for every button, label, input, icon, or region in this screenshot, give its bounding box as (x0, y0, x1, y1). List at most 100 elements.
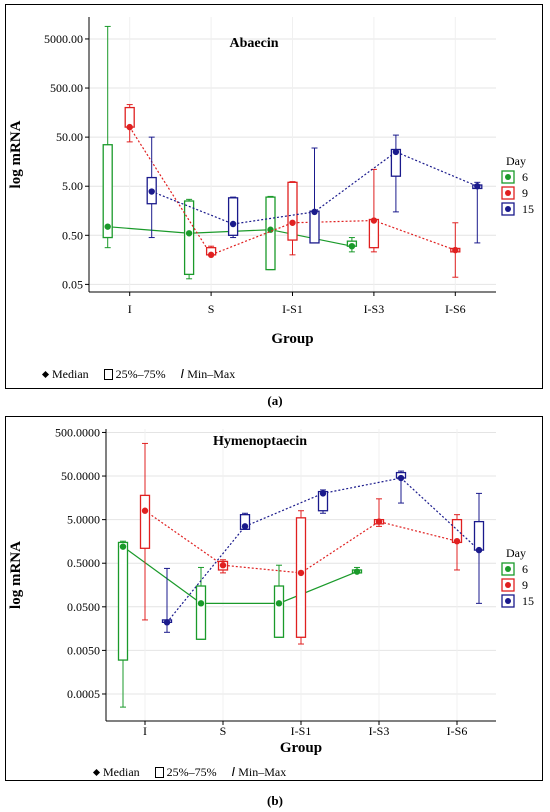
legend-median-label: Median (103, 765, 140, 779)
x-tick-label: I (128, 302, 132, 316)
legend-swatch-dot (505, 566, 511, 572)
box-day-6 (183, 200, 195, 276)
median-point-day-9 (452, 246, 459, 254)
x-tick-label: I-S6 (445, 302, 466, 316)
median-point-day-6 (119, 543, 127, 550)
box-day-6 (102, 144, 113, 239)
median-symbol-icon (41, 370, 50, 379)
median-point-day-6 (353, 568, 361, 575)
y-tick-label: 5000.00 (44, 32, 83, 46)
median-point-day-6 (104, 223, 111, 230)
median-point-day-9 (289, 219, 296, 226)
chart-hymenoptaecin: 0.0005 0.0050 0.0500 0.5000 5.0000 50.0000 500… (8, 425, 534, 756)
legend-swatch-dot (505, 174, 511, 180)
x-tick-label: I-S6 (447, 724, 468, 738)
legend-swatch-dot (505, 582, 511, 588)
y-tick-label: 500.00 (50, 81, 83, 95)
footer-legend-b: Median 25%–75% I Min–Max (92, 765, 298, 780)
median-point-day-9 (141, 507, 149, 514)
median-point-day-6 (185, 230, 193, 237)
y-tick-label: 5.0000 (67, 513, 100, 527)
legend-label-day-9: 9 (522, 186, 528, 200)
median-point-day-15 (475, 546, 483, 554)
y-tick-label: 500.0000 (55, 425, 100, 439)
box-day-15 (473, 520, 485, 551)
median-point-day-9 (219, 562, 227, 569)
x-tick-label: S (220, 724, 227, 738)
median-point-day-15 (319, 490, 327, 497)
footer-legend: Median 25%–75% I Min–Max (41, 367, 247, 382)
whisker-symbol-icon: I (231, 765, 236, 779)
y-tick-label: 0.0500 (67, 600, 100, 614)
chart-abaecin: 0.05 0.50 5.00 50.00 500.00 5000.00 I S I-S1 I-S3… (8, 17, 534, 347)
caption-b: (b) (267, 793, 283, 808)
y-tick-label: 0.0050 (67, 643, 100, 657)
y-axis-label: log mRNA (8, 541, 24, 609)
box-symbol-icon (103, 369, 113, 380)
legend-swatch-dot (505, 190, 511, 196)
chart-panel-abaecin: 0.05 0.50 5.00 50.00 500.00 5000.00 I S I-S1 I-S3… (5, 4, 543, 389)
y-tick-label: 0.0005 (67, 687, 100, 701)
box-day-9 (287, 181, 298, 241)
median-point-day-15 (392, 148, 400, 156)
median-point-day-9 (207, 251, 215, 259)
legend-median-label: Median (52, 367, 89, 381)
legend-title: Day (506, 546, 526, 560)
median-point-day-15 (474, 183, 481, 190)
y-tick-label: 0.05 (62, 277, 83, 291)
legend-whisker-label: Min–Max (187, 367, 236, 381)
box-day-15 (227, 197, 239, 236)
box-day-6 (117, 541, 129, 661)
median-point-day-15 (163, 619, 171, 626)
median-point-day-15 (311, 208, 318, 216)
x-tick-label: I-S1 (282, 302, 303, 316)
median-point-day-9 (126, 123, 133, 131)
chart-panel-hymenoptaecin: 0.0005 0.0050 0.0500 0.5000 5.0000 50.0000 500… (5, 416, 543, 781)
y-tick-label: 50.0000 (61, 469, 100, 483)
legend-swatch-dot (505, 598, 511, 604)
legend-title: Day (506, 154, 526, 168)
legend-box-label: 25%–75% (166, 765, 217, 779)
x-tick-label: I-S3 (369, 724, 390, 738)
box-day-15 (309, 210, 320, 244)
median-point-day-15 (148, 188, 155, 195)
median-point-day-6 (275, 600, 283, 607)
chart-title: Abaecin (230, 36, 279, 51)
whisker-symbol-icon: I (180, 367, 185, 381)
y-tick-label: 50.00 (56, 130, 83, 144)
box-day-9 (139, 494, 151, 549)
legend-label-day-6: 6 (522, 170, 528, 184)
legend-whisker-label: Min–Max (238, 765, 287, 779)
median-point-day-9 (375, 518, 383, 525)
median-point-day-15 (397, 474, 405, 482)
median-point-day-9 (297, 569, 305, 577)
y-tick-label: 0.5000 (67, 556, 100, 570)
legend-label-day-15: 15 (522, 594, 534, 608)
box-day-6 (265, 196, 276, 271)
median-symbol-icon (92, 768, 101, 777)
box-day-6 (195, 585, 207, 640)
median-point-day-6 (197, 600, 205, 607)
median-point-day-9 (453, 537, 461, 545)
x-tick-label: I (143, 724, 147, 738)
legend-box-label: 25%–75% (115, 367, 166, 381)
caption-a: (a) (267, 393, 283, 408)
chart-title: Hymenoptaecin (213, 434, 307, 449)
x-tick-label: I-S3 (364, 302, 385, 316)
y-tick-label: 5.00 (62, 179, 83, 193)
box-day-6 (273, 585, 285, 638)
x-axis-label: Group (271, 331, 313, 347)
median-line-day-9 (129, 126, 456, 256)
y-tick-label: 0.50 (62, 228, 83, 242)
y-axis-label: log mRNA (8, 120, 24, 188)
box-symbol-icon (154, 767, 164, 778)
legend-label-day-9: 9 (522, 578, 528, 592)
median-point-day-9 (370, 217, 378, 224)
legend-label-day-15: 15 (522, 202, 534, 216)
box-day-9 (295, 517, 307, 638)
median-point-day-15 (229, 220, 237, 228)
median-point-day-6 (348, 242, 356, 250)
x-axis-label: Group (280, 740, 322, 756)
x-tick-label: S (208, 302, 215, 316)
median-line-day-6 (122, 546, 358, 604)
